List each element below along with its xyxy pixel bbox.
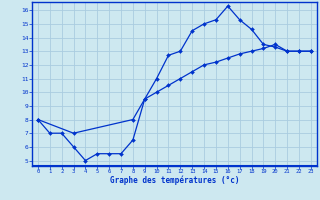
X-axis label: Graphe des températures (°c): Graphe des températures (°c) [110,176,239,185]
